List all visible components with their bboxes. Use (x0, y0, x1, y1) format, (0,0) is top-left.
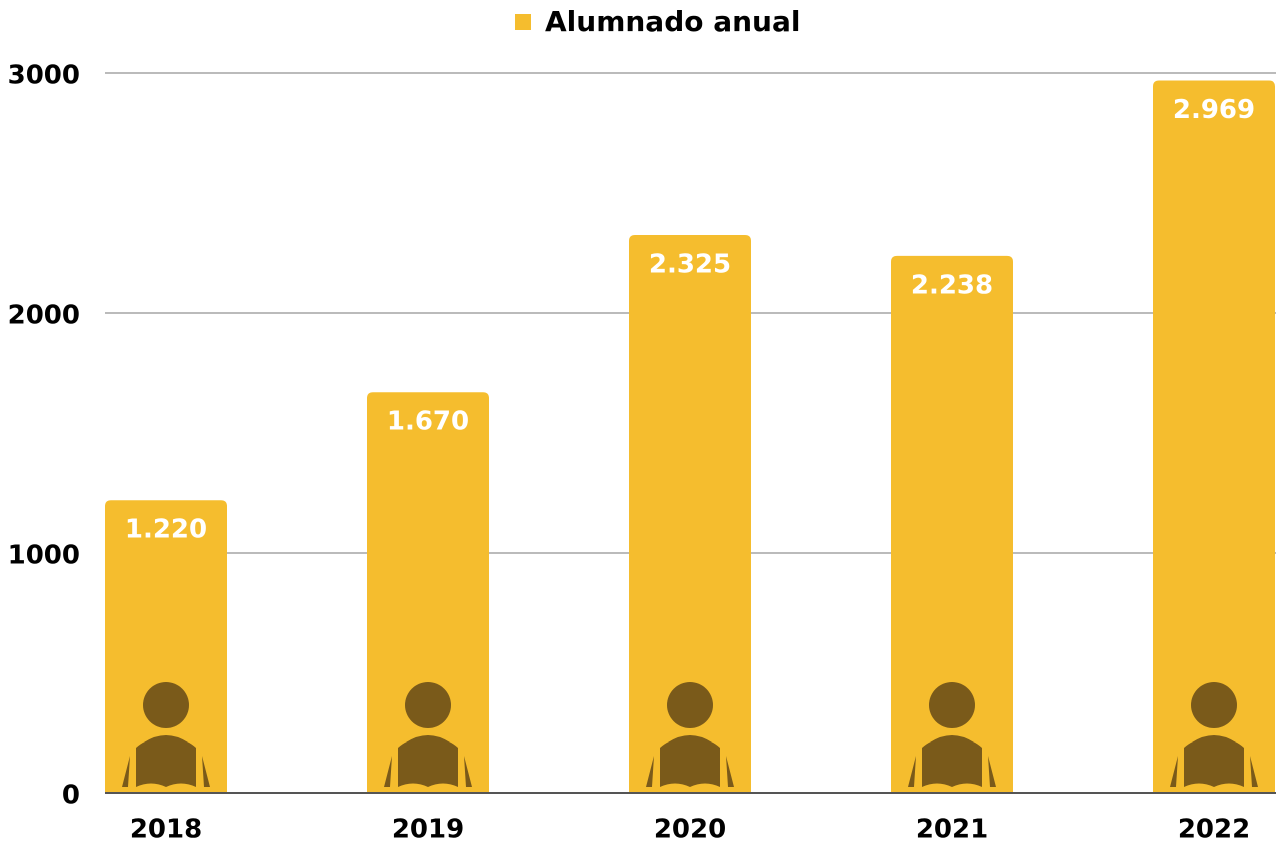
x-tick-label: 2018 (130, 815, 202, 843)
icon (667, 682, 713, 728)
value-label: 1.670 (387, 407, 469, 437)
icon (136, 739, 196, 787)
x-tick-label: 2020 (654, 815, 726, 843)
icon (660, 739, 720, 787)
icon (406, 735, 450, 742)
icon (1192, 735, 1236, 742)
y-tick-label: 1000 (8, 541, 80, 571)
bar (105, 500, 227, 793)
x-tick-label: 2022 (1178, 815, 1250, 843)
x-tick-label: 2019 (392, 815, 464, 843)
bar (629, 235, 751, 793)
value-label: 1.220 (125, 515, 207, 545)
value-label: 2.325 (649, 250, 731, 280)
icon (143, 682, 189, 728)
bar (1153, 80, 1275, 793)
legend-swatch (515, 14, 531, 30)
x-tick-label: 2021 (916, 815, 988, 843)
icon (930, 735, 974, 742)
icon (922, 739, 982, 787)
icon (929, 682, 975, 728)
y-tick-label: 0 (62, 781, 80, 811)
icon (668, 735, 712, 742)
bar (891, 255, 1013, 793)
icon (1184, 739, 1244, 787)
y-tick-label: 2000 (8, 301, 80, 331)
legend-label: Alumnado anual (545, 5, 801, 38)
value-label: 2.969 (1173, 95, 1255, 125)
icon (398, 739, 458, 787)
icon (1191, 682, 1237, 728)
bar (367, 392, 489, 793)
icon (405, 682, 451, 728)
icon (144, 735, 188, 742)
value-label: 2.238 (911, 270, 993, 300)
y-tick-label: 3000 (8, 61, 80, 91)
